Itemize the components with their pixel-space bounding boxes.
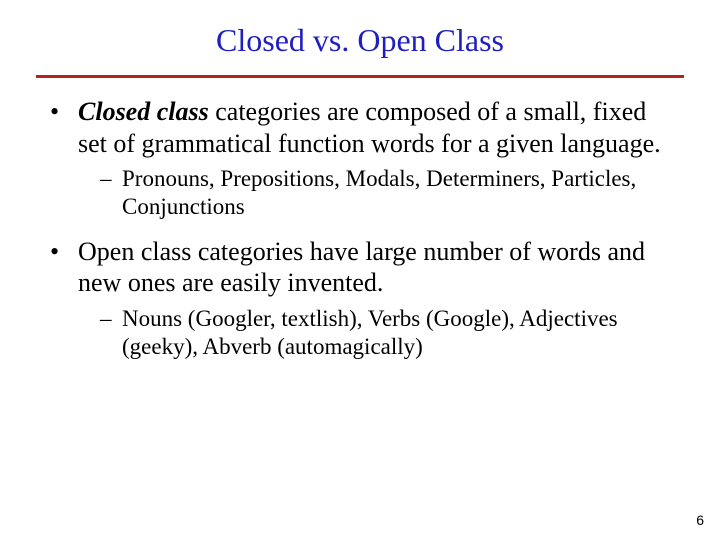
slide-title: Closed vs. Open Class: [0, 0, 720, 69]
bullet-item: Closed class categories are composed of …: [50, 96, 670, 222]
sub-bullet-item: Pronouns, Prepositions, Modals, Determin…: [100, 165, 670, 221]
slide: Closed vs. Open Class Closed class categ…: [0, 0, 720, 540]
sub-bullet-list: Pronouns, Prepositions, Modals, Determin…: [78, 165, 670, 221]
sub-bullet-list: Nouns (Googler, textlish), Verbs (Google…: [78, 305, 670, 361]
bullet-item: Open class categories have large number …: [50, 236, 670, 362]
page-number: 6: [696, 512, 704, 528]
sub-bullet-item: Nouns (Googler, textlish), Verbs (Google…: [100, 305, 670, 361]
bullet-list: Closed class categories are composed of …: [50, 96, 670, 361]
bullet-text: Open class categories have large number …: [78, 237, 645, 298]
slide-body: Closed class categories are composed of …: [0, 78, 720, 361]
emphasis-text: Closed class: [78, 97, 209, 126]
